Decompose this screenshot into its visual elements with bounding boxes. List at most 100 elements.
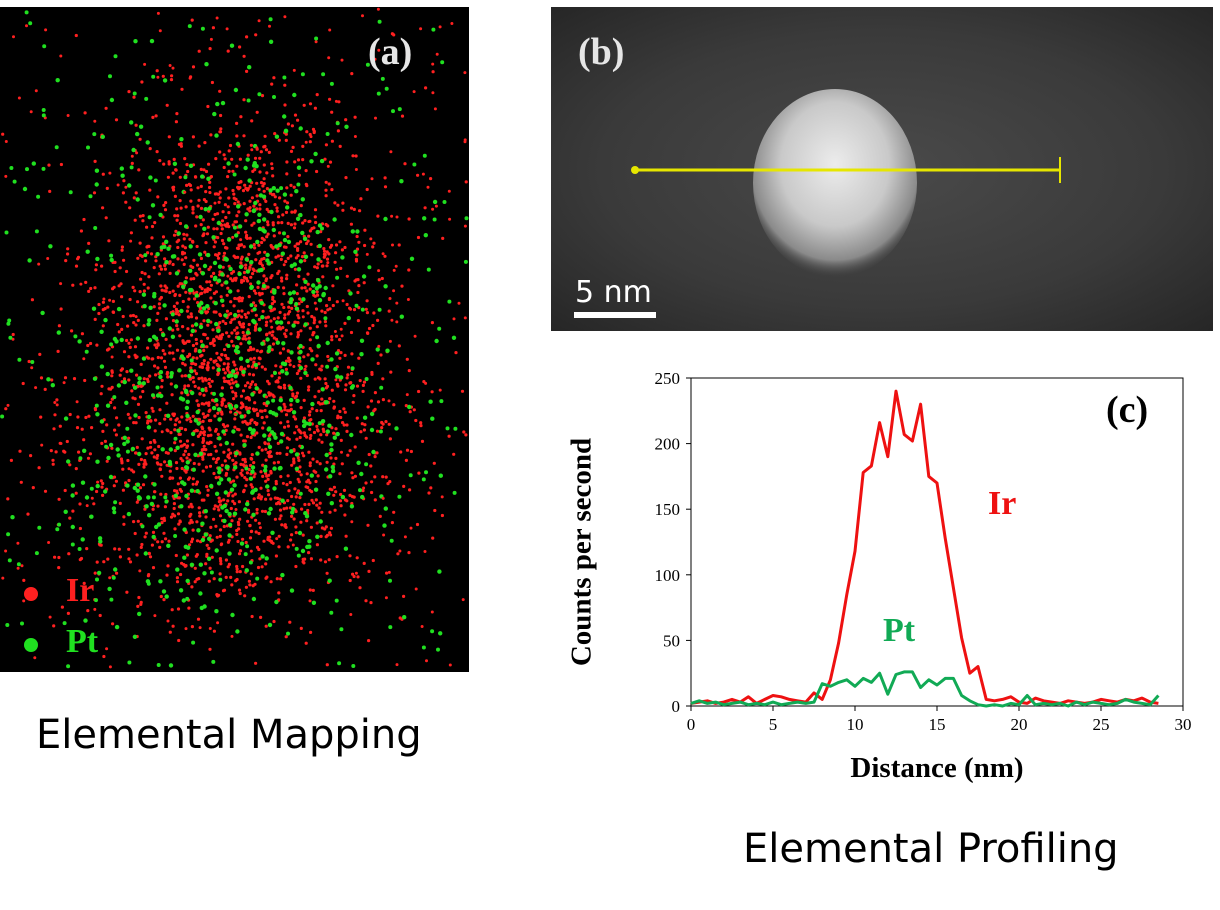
map-dot xyxy=(169,78,174,82)
map-dot xyxy=(253,168,257,172)
map-dot xyxy=(185,309,189,313)
map-dot xyxy=(224,257,229,262)
map-dot xyxy=(293,320,297,324)
map-dot xyxy=(162,598,166,602)
map-dot xyxy=(207,453,210,457)
map-dot xyxy=(284,245,288,249)
map-dot xyxy=(328,451,332,455)
map-dot xyxy=(277,591,281,595)
map-dot xyxy=(140,270,144,275)
map-dot xyxy=(263,441,267,445)
map-dot xyxy=(113,428,117,432)
map-dot xyxy=(343,321,347,325)
map-dot xyxy=(184,530,188,535)
map-dot xyxy=(222,251,227,255)
map-dot xyxy=(190,625,194,629)
map-dot xyxy=(285,186,289,190)
map-dot xyxy=(93,571,97,575)
map-dot xyxy=(174,168,178,172)
map-dot xyxy=(16,566,20,570)
map-dot xyxy=(241,564,245,569)
map-dot xyxy=(259,615,263,620)
map-dot xyxy=(359,197,363,201)
map-dot xyxy=(304,641,308,645)
map-dot xyxy=(272,461,276,465)
map-dot xyxy=(261,426,265,430)
map-dot xyxy=(245,435,250,439)
map-dot xyxy=(340,462,344,466)
map-dot xyxy=(66,252,70,256)
map-dot xyxy=(370,480,374,484)
map-dot xyxy=(376,318,380,322)
map-dot xyxy=(463,316,467,320)
map-dot xyxy=(158,212,163,218)
map-dot xyxy=(195,539,200,543)
map-dot xyxy=(412,162,417,167)
map-dot xyxy=(409,449,413,454)
map-dot xyxy=(17,96,21,100)
map-dot xyxy=(339,351,343,355)
map-dot xyxy=(397,107,402,112)
map-dot xyxy=(383,185,388,189)
map-dot xyxy=(264,447,268,451)
map-dot xyxy=(367,639,371,643)
map-dot xyxy=(213,240,217,244)
map-dot xyxy=(199,310,204,315)
map-dot xyxy=(128,206,132,210)
map-dot xyxy=(111,622,115,626)
map-dot xyxy=(286,349,290,353)
map-dot xyxy=(231,235,235,239)
map-dot xyxy=(272,619,276,624)
map-dot xyxy=(300,230,305,236)
map-dot xyxy=(293,267,297,271)
map-dot xyxy=(138,395,143,399)
map-dot xyxy=(68,190,73,195)
map-dot xyxy=(155,346,159,350)
map-dot xyxy=(277,242,282,248)
map-dot xyxy=(138,486,143,490)
map-dot xyxy=(289,449,294,454)
map-dot xyxy=(143,535,147,539)
map-dot xyxy=(239,471,243,475)
map-dot xyxy=(304,140,308,144)
map-dot xyxy=(119,166,125,171)
map-dot xyxy=(325,340,330,346)
map-dot xyxy=(349,613,353,616)
map-dot xyxy=(297,356,302,361)
map-dot xyxy=(306,239,310,243)
map-dot xyxy=(168,447,173,452)
map-dot xyxy=(303,557,307,561)
map-dot xyxy=(57,555,61,560)
map-dot xyxy=(122,379,127,385)
map-dot xyxy=(206,252,211,258)
map-dot xyxy=(247,295,251,299)
map-dot xyxy=(269,497,273,501)
map-dot xyxy=(270,308,274,312)
map-dot xyxy=(257,531,261,536)
map-dot xyxy=(225,27,229,31)
map-dot xyxy=(191,265,195,269)
map-dot xyxy=(142,377,146,381)
map-dot xyxy=(301,144,305,148)
map-dot xyxy=(187,287,193,293)
map-dot xyxy=(127,436,131,440)
map-dot xyxy=(205,232,210,236)
map-dot xyxy=(261,194,267,199)
map-dot xyxy=(323,157,327,161)
map-dot xyxy=(289,397,294,403)
map-dot xyxy=(48,189,52,193)
map-dot xyxy=(37,466,41,470)
map-dot xyxy=(264,458,268,462)
map-dot xyxy=(71,283,75,287)
map-dot xyxy=(129,120,134,125)
map-dot xyxy=(323,316,328,321)
map-dot xyxy=(217,496,221,500)
map-dot xyxy=(239,401,244,405)
map-dot xyxy=(234,404,239,409)
map-dot xyxy=(294,452,300,457)
map-dot xyxy=(226,237,232,242)
map-dot xyxy=(345,423,349,427)
map-dot xyxy=(279,186,284,191)
map-dot xyxy=(218,577,223,582)
